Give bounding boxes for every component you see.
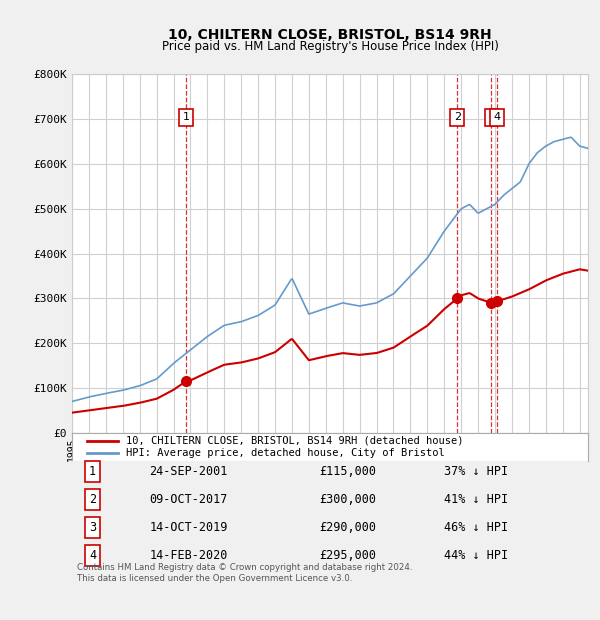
Text: 10, CHILTERN CLOSE, BRISTOL, BS14 9RH (detached house): 10, CHILTERN CLOSE, BRISTOL, BS14 9RH (d… — [126, 436, 464, 446]
Text: 4: 4 — [89, 549, 96, 562]
Text: 4: 4 — [493, 112, 500, 122]
Text: 14-OCT-2019: 14-OCT-2019 — [149, 521, 228, 534]
Text: Price paid vs. HM Land Registry's House Price Index (HPI): Price paid vs. HM Land Registry's House … — [161, 40, 499, 53]
Text: 14-FEB-2020: 14-FEB-2020 — [149, 549, 228, 562]
Text: 1: 1 — [182, 112, 190, 122]
Text: £115,000: £115,000 — [320, 465, 377, 478]
Text: 41% ↓ HPI: 41% ↓ HPI — [443, 493, 508, 506]
Text: Contains HM Land Registry data © Crown copyright and database right 2024.
This d: Contains HM Land Registry data © Crown c… — [77, 563, 413, 583]
Text: 2: 2 — [454, 112, 461, 122]
Text: 10, CHILTERN CLOSE, BRISTOL, BS14 9RH: 10, CHILTERN CLOSE, BRISTOL, BS14 9RH — [168, 28, 492, 42]
Text: 09-OCT-2017: 09-OCT-2017 — [149, 493, 228, 506]
Text: 1: 1 — [89, 465, 96, 478]
Text: £300,000: £300,000 — [320, 493, 377, 506]
Text: 3: 3 — [488, 112, 495, 122]
Text: 46% ↓ HPI: 46% ↓ HPI — [443, 521, 508, 534]
Text: 3: 3 — [89, 521, 96, 534]
Text: HPI: Average price, detached house, City of Bristol: HPI: Average price, detached house, City… — [126, 448, 445, 458]
Text: 37% ↓ HPI: 37% ↓ HPI — [443, 465, 508, 478]
Text: 2: 2 — [89, 493, 96, 506]
Text: £290,000: £290,000 — [320, 521, 377, 534]
Text: 44% ↓ HPI: 44% ↓ HPI — [443, 549, 508, 562]
Text: 24-SEP-2001: 24-SEP-2001 — [149, 465, 228, 478]
Text: £295,000: £295,000 — [320, 549, 377, 562]
